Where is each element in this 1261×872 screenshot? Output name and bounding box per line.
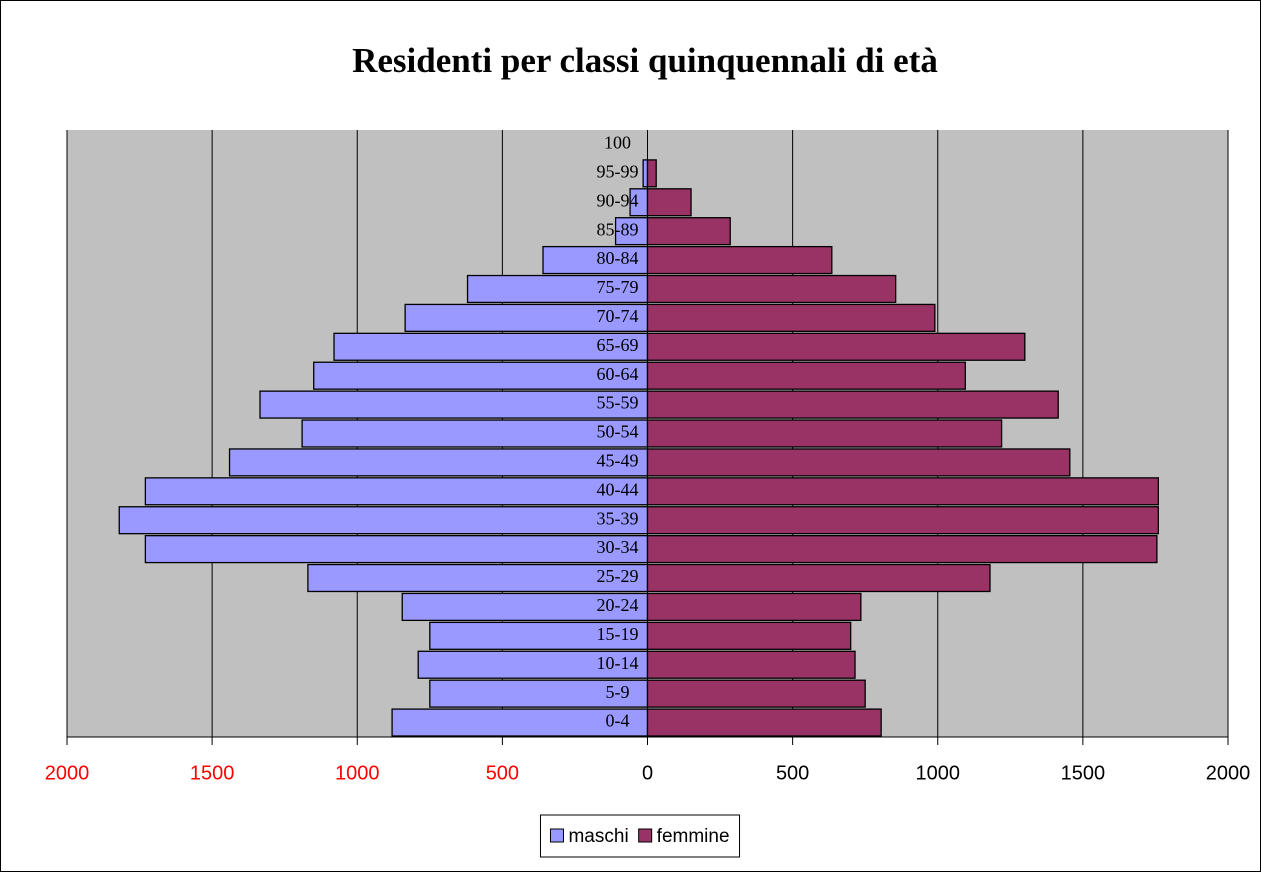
category-label: 100 xyxy=(604,133,631,153)
category-label: 65-69 xyxy=(597,335,639,355)
bar xyxy=(646,535,1158,564)
bar xyxy=(429,621,649,650)
bar xyxy=(646,361,966,390)
bar xyxy=(646,217,731,246)
legend: maschi femmine xyxy=(539,814,741,858)
bar xyxy=(228,448,649,477)
category-label: 15-19 xyxy=(597,624,639,644)
legend-swatch xyxy=(549,828,564,843)
bar xyxy=(646,477,1159,506)
category-label: 95-99 xyxy=(597,161,639,181)
x-tick-label: 1000 xyxy=(335,762,380,784)
x-tick-label: 500 xyxy=(776,762,809,784)
bar xyxy=(646,563,991,593)
bar xyxy=(417,650,649,679)
category-label: 90-94 xyxy=(597,190,639,210)
bar xyxy=(542,245,649,275)
bar xyxy=(646,332,1026,361)
category-label: 75-79 xyxy=(597,277,639,297)
category-label: 50-54 xyxy=(597,422,639,442)
bar xyxy=(646,708,882,737)
x-tick-label: 1500 xyxy=(1061,762,1106,784)
bar xyxy=(429,679,649,708)
category-label: 70-74 xyxy=(597,306,639,326)
category-label: 5-9 xyxy=(606,682,630,702)
bar xyxy=(646,448,1071,477)
category-label: 85-89 xyxy=(597,219,639,239)
bar xyxy=(118,506,649,535)
bar xyxy=(646,592,862,622)
category-label: 45-49 xyxy=(597,451,639,471)
category-label: 20-24 xyxy=(597,595,639,615)
category-label: 80-84 xyxy=(597,248,639,268)
bar xyxy=(144,535,649,564)
bar xyxy=(646,159,657,188)
bar xyxy=(301,419,649,448)
bar xyxy=(646,188,692,217)
bar xyxy=(259,390,649,419)
bar xyxy=(614,217,649,246)
x-tick-label: 2000 xyxy=(45,762,90,784)
bar xyxy=(313,361,649,390)
bar xyxy=(646,303,936,332)
category-label: 55-59 xyxy=(597,393,639,413)
chart-title: Residenti per classi quinquennali di età xyxy=(352,41,938,80)
legend-label: maschi xyxy=(568,826,628,847)
bar xyxy=(646,506,1159,535)
bar xyxy=(401,592,649,622)
bar xyxy=(646,245,833,275)
bar xyxy=(646,679,866,708)
x-tick-label: 0 xyxy=(642,762,653,784)
bar xyxy=(646,419,1003,448)
category-label: 0-4 xyxy=(606,711,630,731)
bar xyxy=(466,274,649,304)
x-tick-label: 1000 xyxy=(916,762,961,784)
bar xyxy=(646,274,897,304)
category-label: 60-64 xyxy=(597,364,639,384)
bar xyxy=(404,303,649,332)
x-tick-label: 500 xyxy=(486,762,519,784)
bar xyxy=(144,477,649,506)
category-label: 10-14 xyxy=(597,653,639,673)
bar xyxy=(333,332,649,361)
bar xyxy=(646,621,852,650)
bar xyxy=(642,159,649,188)
bar xyxy=(646,650,856,679)
category-label: 30-34 xyxy=(597,537,639,557)
category-label: 25-29 xyxy=(597,566,639,586)
bar xyxy=(646,390,1059,419)
legend-label: femmine xyxy=(657,826,730,847)
category-label: 35-39 xyxy=(597,508,639,528)
category-label: 40-44 xyxy=(597,479,639,499)
x-tick-label: 2000 xyxy=(1206,762,1251,784)
legend-swatch xyxy=(638,828,653,843)
x-tick-label: 1500 xyxy=(190,762,235,784)
